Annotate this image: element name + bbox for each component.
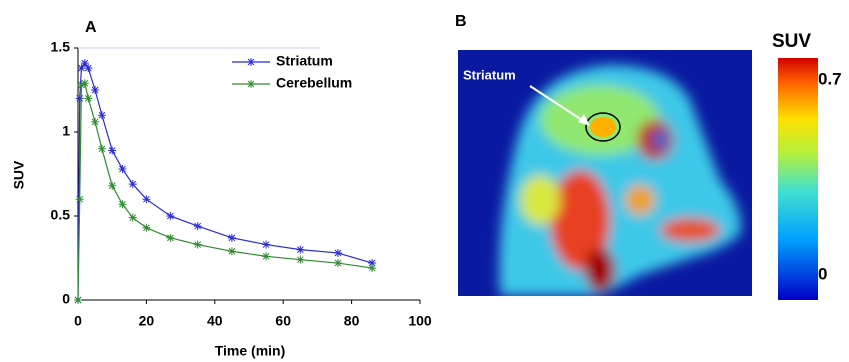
marker (228, 247, 236, 255)
marker (91, 86, 99, 94)
panel-label: A (85, 19, 97, 36)
marker (91, 118, 99, 126)
marker (118, 165, 126, 173)
marker (194, 241, 202, 249)
marker (129, 214, 137, 222)
x-axis-label: Time (min) (215, 343, 286, 359)
marker (76, 195, 84, 203)
marker (74, 296, 82, 304)
colorbar-tick-label: 0.7 (818, 70, 842, 89)
marker (84, 94, 92, 102)
marker (262, 241, 270, 249)
colorbar-tick-label: 0 (818, 264, 827, 283)
marker (108, 182, 116, 190)
marker (76, 94, 84, 102)
x-tick-label: 60 (275, 313, 291, 329)
series-line (78, 83, 372, 300)
colorbar (778, 58, 818, 300)
x-tick-label: 40 (207, 313, 223, 329)
marker (166, 212, 174, 220)
marker (142, 195, 150, 203)
legend-label: Striatum (276, 53, 333, 69)
x-tick-label: 100 (408, 313, 432, 329)
marker (118, 200, 126, 208)
x-tick-label: 20 (139, 313, 155, 329)
colorbar-label: SUV (772, 31, 811, 52)
marker (98, 145, 106, 153)
marker (228, 234, 236, 242)
series-line (78, 63, 372, 300)
marker (334, 249, 342, 257)
marker (194, 222, 202, 230)
marker (247, 80, 255, 88)
figure: Striatum A B SUV Time (min) SUV 0 0.5 1 1.5… (0, 0, 849, 362)
marker (262, 252, 270, 260)
y-tick-label: 1 (62, 123, 70, 139)
marker (108, 146, 116, 154)
marker (296, 256, 304, 264)
pet-image (458, 50, 752, 296)
marker (84, 64, 92, 72)
marker (77, 64, 85, 72)
marker (129, 180, 137, 188)
marker (296, 246, 304, 254)
marker (334, 259, 342, 267)
marker (142, 224, 150, 232)
x-tick-label: 80 (344, 313, 360, 329)
x-tick-label: 0 (74, 313, 82, 329)
y-tick-label: 0.5 (51, 207, 71, 223)
marker (368, 264, 376, 272)
annotation: Striatum (463, 67, 516, 82)
y-tick-label: 0 (62, 291, 70, 307)
marker (98, 111, 106, 119)
marker (81, 59, 89, 67)
y-axis-label: SUV (11, 160, 27, 189)
marker (81, 79, 89, 87)
legend-label: Cerebellum (276, 75, 352, 91)
panel-label: B (455, 13, 467, 30)
marker (166, 234, 174, 242)
marker (247, 58, 255, 66)
y-tick-label: 1.5 (51, 39, 71, 55)
